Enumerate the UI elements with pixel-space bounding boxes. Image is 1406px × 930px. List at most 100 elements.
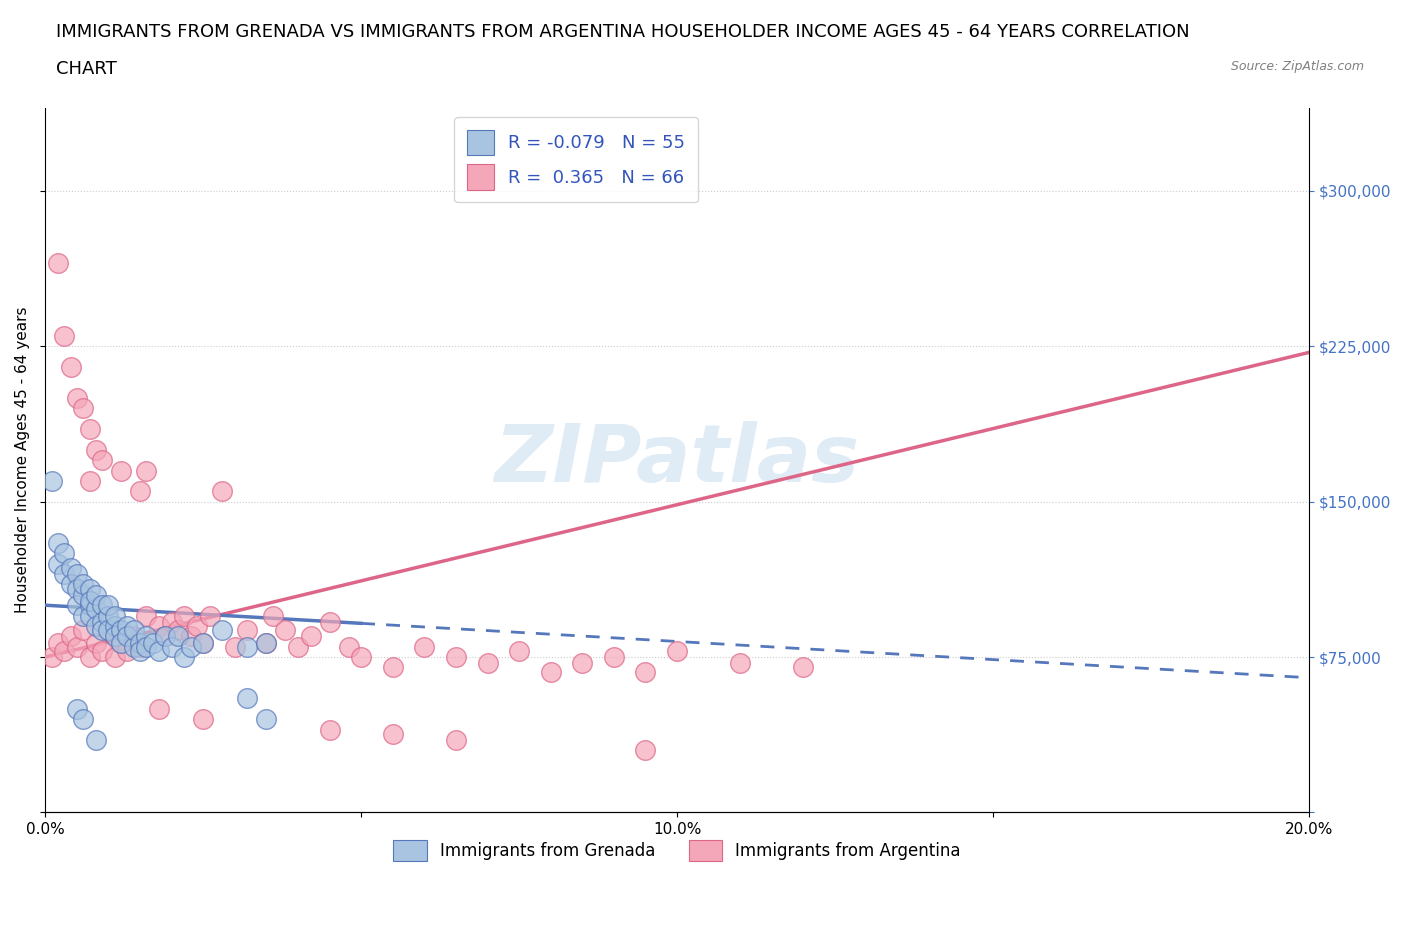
Point — [350, 649, 373, 664]
Point — [236, 622, 259, 637]
Point — [236, 691, 259, 706]
Point — [91, 622, 114, 637]
Point — [110, 635, 132, 650]
Point — [84, 733, 107, 748]
Point — [634, 743, 657, 758]
Point — [53, 328, 76, 343]
Point — [142, 635, 165, 650]
Point — [167, 622, 190, 637]
Point — [91, 644, 114, 658]
Point — [79, 649, 101, 664]
Point — [148, 618, 170, 633]
Point — [274, 622, 297, 637]
Point — [193, 635, 215, 650]
Point — [72, 622, 94, 637]
Point — [46, 256, 69, 271]
Point — [53, 546, 76, 561]
Point — [211, 622, 233, 637]
Point — [173, 608, 195, 623]
Point — [135, 629, 157, 644]
Point — [155, 629, 177, 644]
Point — [104, 629, 127, 644]
Point — [84, 602, 107, 617]
Point — [148, 701, 170, 716]
Point — [110, 622, 132, 637]
Point — [224, 639, 246, 654]
Text: ZIPatlas: ZIPatlas — [495, 421, 859, 499]
Point — [129, 639, 152, 654]
Point — [53, 644, 76, 658]
Point — [135, 463, 157, 478]
Point — [318, 615, 340, 630]
Point — [53, 566, 76, 581]
Point — [117, 644, 139, 658]
Point — [254, 635, 277, 650]
Point — [792, 660, 814, 675]
Point — [41, 649, 63, 664]
Point — [444, 649, 467, 664]
Point — [72, 401, 94, 416]
Point — [110, 463, 132, 478]
Point — [254, 635, 277, 650]
Point — [66, 598, 89, 613]
Point — [666, 644, 689, 658]
Point — [180, 639, 202, 654]
Point — [173, 649, 195, 664]
Point — [46, 536, 69, 551]
Point — [148, 644, 170, 658]
Point — [198, 608, 221, 623]
Point — [129, 484, 152, 498]
Point — [444, 733, 467, 748]
Point — [97, 608, 120, 623]
Point — [91, 615, 114, 630]
Point — [66, 391, 89, 405]
Point — [381, 660, 404, 675]
Point — [117, 629, 139, 644]
Text: CHART: CHART — [56, 60, 117, 78]
Point — [72, 577, 94, 591]
Point — [254, 711, 277, 726]
Point — [84, 635, 107, 650]
Point — [97, 598, 120, 613]
Point — [167, 629, 190, 644]
Point — [91, 598, 114, 613]
Point — [79, 593, 101, 608]
Point — [79, 421, 101, 436]
Point — [634, 664, 657, 679]
Point — [66, 701, 89, 716]
Point — [287, 639, 309, 654]
Text: Source: ZipAtlas.com: Source: ZipAtlas.com — [1230, 60, 1364, 73]
Point — [155, 629, 177, 644]
Point — [72, 711, 94, 726]
Point — [41, 473, 63, 488]
Point — [193, 635, 215, 650]
Point — [79, 473, 101, 488]
Point — [46, 635, 69, 650]
Point — [337, 639, 360, 654]
Point — [72, 608, 94, 623]
Point — [110, 635, 132, 650]
Point — [97, 622, 120, 637]
Point — [508, 644, 530, 658]
Text: IMMIGRANTS FROM GRENADA VS IMMIGRANTS FROM ARGENTINA HOUSEHOLDER INCOME AGES 45 : IMMIGRANTS FROM GRENADA VS IMMIGRANTS FR… — [56, 23, 1189, 41]
Legend: Immigrants from Grenada, Immigrants from Argentina: Immigrants from Grenada, Immigrants from… — [387, 834, 967, 868]
Point — [122, 622, 145, 637]
Point — [59, 561, 82, 576]
Point — [59, 360, 82, 375]
Point — [72, 588, 94, 603]
Point — [122, 639, 145, 654]
Point — [84, 443, 107, 458]
Point — [104, 608, 127, 623]
Point — [186, 618, 208, 633]
Point — [299, 629, 322, 644]
Point — [59, 577, 82, 591]
Point — [129, 635, 152, 650]
Point — [79, 598, 101, 613]
Point — [180, 629, 202, 644]
Point — [135, 639, 157, 654]
Point — [104, 649, 127, 664]
Point — [211, 484, 233, 498]
Point — [160, 639, 183, 654]
Point — [236, 639, 259, 654]
Point — [603, 649, 626, 664]
